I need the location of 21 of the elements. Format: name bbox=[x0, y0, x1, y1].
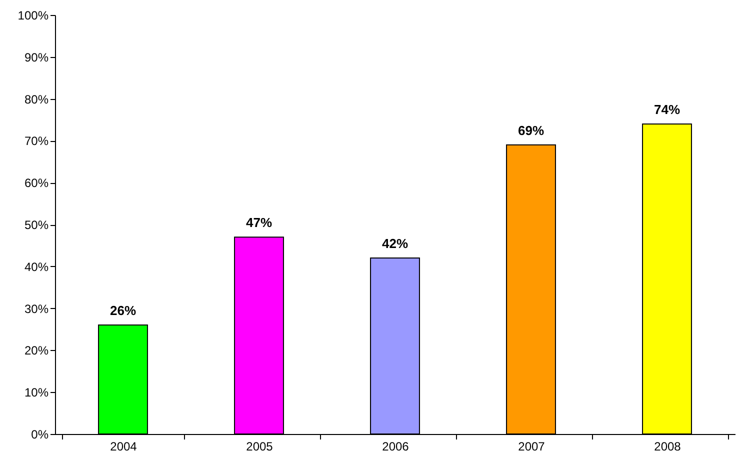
data-label: 47% bbox=[246, 215, 272, 230]
x-tick-label: 2007 bbox=[518, 440, 546, 454]
y-tick-label: 60% bbox=[24, 176, 49, 190]
data-label: 69% bbox=[518, 122, 544, 138]
y-tick-label: 20% bbox=[24, 344, 49, 358]
data-label: 74% bbox=[654, 102, 680, 117]
x-tick-label: 2004 bbox=[110, 440, 138, 454]
x-tick-label: 2008 bbox=[654, 440, 682, 454]
y-tick-label: 50% bbox=[24, 218, 49, 232]
y-tick-label: 80% bbox=[24, 92, 49, 106]
data-label: 42% bbox=[382, 236, 408, 252]
y-tick-label: 30% bbox=[24, 302, 49, 316]
y-tick-label: 0% bbox=[31, 428, 49, 442]
y-tick-label: 100% bbox=[18, 8, 49, 22]
x-tick-label: 2006 bbox=[382, 440, 410, 454]
y-tick-label: 10% bbox=[24, 386, 49, 400]
x-tick-label: 2005 bbox=[246, 440, 274, 454]
data-label: 26% bbox=[110, 303, 136, 318]
y-tick-label: 40% bbox=[24, 260, 49, 274]
y-tick-label: 90% bbox=[24, 50, 49, 64]
y-tick-label: 70% bbox=[24, 134, 49, 148]
